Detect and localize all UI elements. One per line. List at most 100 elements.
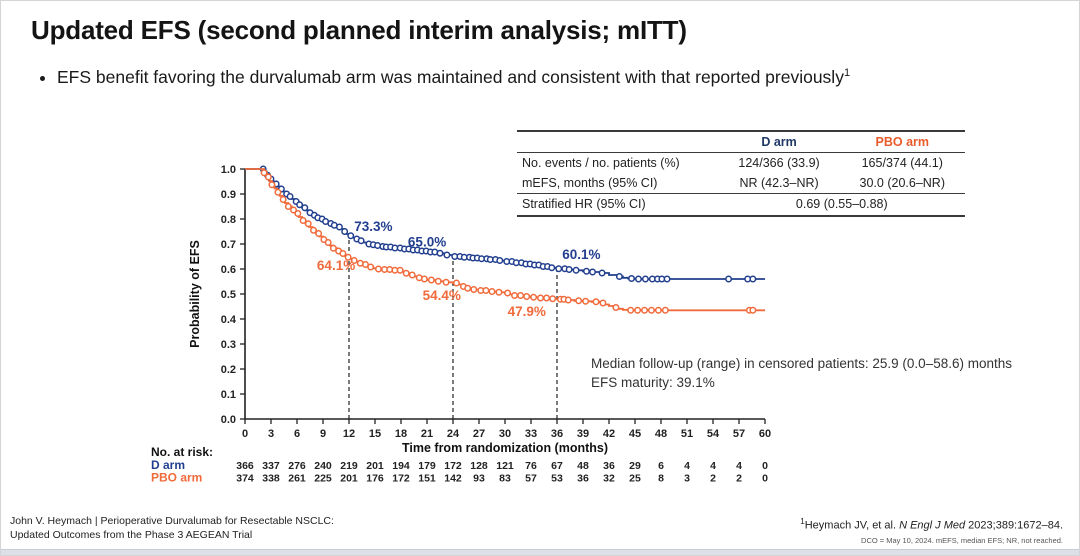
censor-mark-d-arm (286, 193, 294, 200)
bullet-item: EFS benefit favoring the durvalumab arm … (57, 67, 850, 88)
censor-mark-pbo-arm (564, 296, 572, 304)
bullet-text: EFS benefit favoring the durvalumab arm … (57, 67, 844, 87)
at-risk-value: 4 (710, 460, 716, 472)
censor-mark-pbo-arm (470, 286, 478, 293)
col-header-d-arm: D arm (718, 131, 840, 154)
landmark-label-d-arm: 65.0% (408, 235, 446, 250)
at-risk-value: 225 (314, 473, 332, 485)
censor-mark-pbo-arm (482, 287, 490, 294)
at-risk-value: 76 (525, 460, 537, 472)
at-risk-value: 276 (288, 460, 306, 472)
censor-mark-pbo-arm (592, 298, 600, 306)
censor-mark-pbo-arm (396, 266, 404, 274)
x-tick-label: 30 (499, 428, 511, 440)
at-risk-value: 151 (418, 473, 436, 485)
x-tick-label: 33 (525, 428, 537, 440)
censor-mark-pbo-arm (274, 188, 282, 196)
mefs-d-arm: NR (42.3–NR) (739, 176, 819, 191)
censor-mark-d-arm (663, 275, 671, 283)
censor-mark-d-arm (296, 201, 304, 209)
y-axis-title: Probability of EFS (188, 240, 202, 348)
at-risk-row-label: PBO arm (151, 471, 202, 485)
footnote-abbreviations: DCO = May 10, 2024. mEFS, median EFS; NR… (861, 536, 1063, 545)
censor-mark-d-arm (749, 275, 757, 283)
table-row: Stratified HR (95% CI) 0.69 (0.55–0.88) (517, 193, 965, 216)
at-risk-value: 57 (525, 473, 537, 485)
bottom-accent-bar (1, 549, 1079, 555)
censor-mark-pbo-arm (641, 306, 648, 314)
at-risk-value: 179 (418, 460, 436, 472)
censor-mark-d-arm (436, 249, 444, 257)
censor-mark-pbo-arm (427, 276, 435, 284)
censor-mark-d-arm (641, 275, 649, 283)
at-risk-value: 83 (499, 473, 511, 485)
x-tick-label: 21 (421, 428, 433, 440)
footnote-reference: 1Heymach JV, et al. N Engl J Med 2023;38… (800, 517, 1063, 532)
x-tick-label: 54 (707, 428, 720, 440)
annotation-block: Median follow-up (range) in censored pat… (591, 355, 1012, 393)
censor-mark-d-arm (301, 204, 309, 212)
censor-mark-pbo-arm (523, 293, 531, 300)
y-tick-label: 0.8 (221, 214, 236, 226)
landmark-label-d-arm: 60.1% (562, 247, 600, 262)
table-row: No. events / no. patients (%) 124/366 (3… (517, 153, 965, 174)
at-risk-value: 121 (496, 460, 514, 472)
x-tick-label: 0 (242, 428, 248, 440)
at-risk-value: 172 (444, 460, 462, 472)
km-chart-svg: 0.00.10.20.30.40.50.60.70.80.91.00 3 6 9 12 1… (151, 164, 771, 485)
at-risk-value: 32 (603, 473, 615, 485)
at-risk-value: 261 (288, 473, 306, 485)
at-risk-value: 48 (577, 460, 589, 472)
censor-mark-pbo-arm (367, 263, 375, 271)
y-tick-label: 0.4 (221, 314, 237, 326)
at-risk-value: 201 (340, 473, 358, 485)
at-risk-value: 338 (262, 473, 280, 485)
at-risk-value: 3 (684, 473, 690, 485)
at-risk-value: 172 (392, 473, 410, 485)
censor-mark-pbo-arm (344, 253, 352, 261)
censor-mark-pbo-arm (511, 292, 518, 299)
at-risk-value: 29 (629, 460, 641, 472)
censor-mark-pbo-arm (599, 299, 607, 307)
bullet-superscript: 1 (843, 67, 851, 80)
page-title: Updated EFS (second planned interim anal… (31, 15, 687, 45)
footer-presenter-line2: Updated Outcomes from the Phase 3 AEGEAN… (10, 528, 253, 541)
censor-mark-pbo-arm (537, 294, 544, 302)
at-risk-value: 6 (658, 460, 664, 472)
censor-mark-pbo-arm (299, 217, 307, 224)
censor-mark-pbo-arm (453, 279, 460, 287)
at-risk-value: 67 (551, 460, 563, 472)
at-risk-header: No. at risk: (151, 445, 213, 459)
censor-mark-pbo-arm (339, 250, 347, 257)
y-tick-label: 0.3 (221, 339, 236, 351)
footer-presenter-line1: John V. Heymach | Perioperative Durvalum… (10, 514, 334, 527)
censor-mark-d-arm (583, 267, 590, 275)
bullet-list: EFS benefit favoring the durvalumab arm … (57, 67, 850, 88)
censor-mark-pbo-arm (749, 306, 757, 314)
censor-mark-pbo-arm (504, 289, 512, 297)
footer-reference: 1Heymach JV, et al. N Engl J Med 2023;38… (800, 517, 1063, 545)
annotation-followup: Median follow-up (range) in censored pat… (591, 356, 1012, 371)
censor-mark-d-arm (443, 251, 451, 259)
at-risk-value: 4 (736, 460, 742, 472)
censor-mark-d-arm (572, 266, 580, 274)
censor-mark-d-arm (598, 269, 606, 277)
y-tick-label: 0.0 (221, 414, 236, 426)
y-tick-label: 0.1 (221, 389, 236, 401)
censor-mark-pbo-arm (310, 226, 317, 234)
at-risk-value: 337 (262, 460, 280, 472)
censor-mark-pbo-arm (284, 203, 292, 210)
at-risk-value: 4 (684, 460, 690, 472)
at-risk-value: 36 (577, 473, 589, 485)
footnote-prefix: Heymach JV, et al. (804, 520, 900, 532)
x-tick-label: 48 (655, 428, 667, 440)
censor-mark-pbo-arm (612, 304, 620, 311)
at-risk-value: 0 (762, 473, 768, 485)
censor-mark-pbo-arm (464, 284, 472, 292)
events-pbo-arm: 165/374 (44.1) (861, 156, 943, 171)
censor-mark-d-arm (725, 275, 733, 283)
stats-table: D arm PBO arm No. events / no. patients … (517, 130, 965, 217)
censor-mark-d-arm (565, 266, 573, 273)
censor-mark-d-arm (589, 268, 596, 276)
x-axis-title: Time from randomization (months) (402, 441, 608, 455)
